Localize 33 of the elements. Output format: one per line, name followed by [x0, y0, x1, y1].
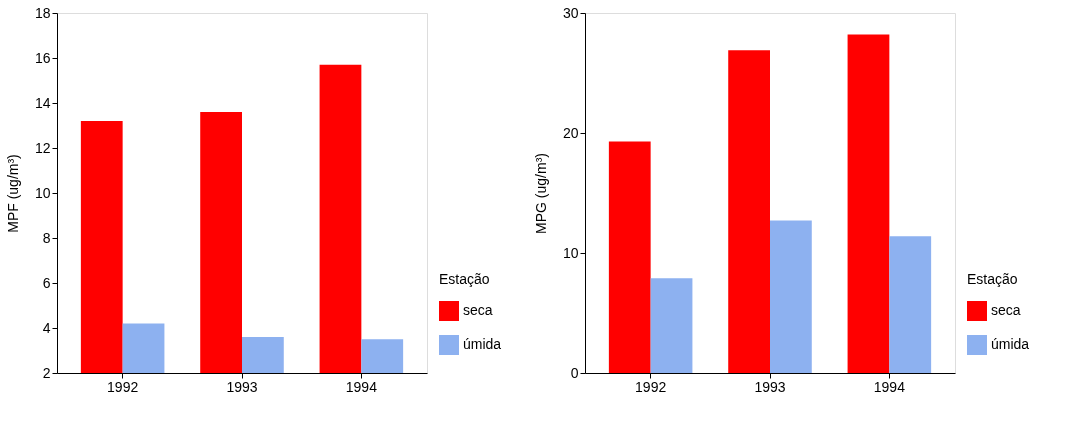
x-tick-label: 1992	[635, 378, 667, 395]
bar	[650, 278, 693, 373]
x-tick-label: 1994	[873, 378, 906, 395]
y-tick-label: 10	[562, 244, 579, 261]
x-tick-label: 1992	[107, 378, 139, 395]
legend-label: seca	[463, 302, 493, 318]
y-tick-label: 6	[42, 274, 51, 291]
x-tick-label: 1993	[754, 378, 786, 395]
bar	[889, 236, 932, 373]
legend-label: seca	[991, 302, 1021, 318]
x-tick-label: 1994	[345, 378, 378, 395]
y-tick-label: 8	[42, 229, 51, 246]
y-axis-title: MPF (ug/m³)	[4, 154, 21, 233]
y-tick-label: 0	[570, 364, 579, 381]
y-tick-label: 4	[42, 319, 51, 336]
y-tick-label: 14	[34, 94, 51, 111]
y-tick-label: 16	[34, 49, 51, 66]
y-axis-title: MPG (ug/m³)	[532, 153, 549, 234]
bar	[608, 141, 651, 373]
y-tick-label: 30	[562, 4, 579, 21]
y-tick-label: 10	[34, 184, 51, 201]
legend-title: Estação	[439, 271, 490, 287]
legend-label: úmida	[463, 336, 502, 352]
bar	[770, 220, 812, 373]
bar	[728, 50, 770, 373]
y-tick-label: 2	[42, 364, 51, 381]
y-tick-label: 18	[34, 4, 51, 21]
y-tick-label: 12	[34, 139, 51, 156]
legend-label: úmida	[991, 336, 1030, 352]
legend-title: Estação	[967, 271, 1018, 287]
x-tick-label: 1993	[226, 378, 258, 395]
bar	[847, 34, 890, 373]
y-tick-label: 20	[562, 124, 579, 141]
